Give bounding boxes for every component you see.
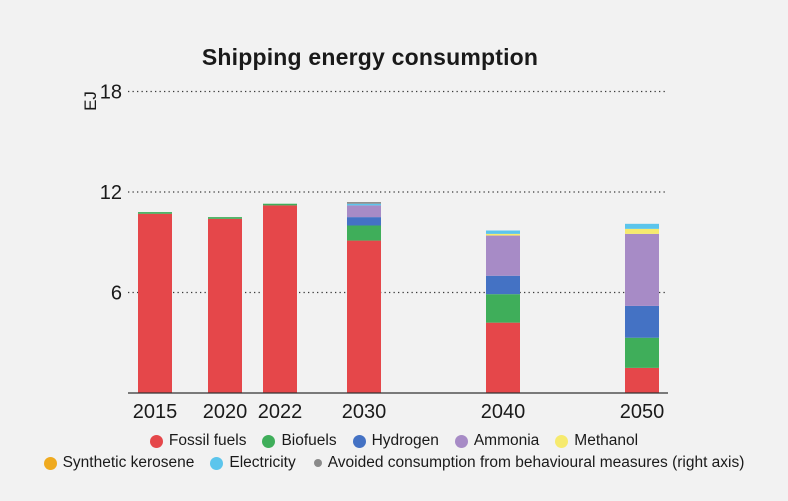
- bar-2050-methanol: [625, 228, 659, 234]
- x-tick-label: 2015: [133, 401, 178, 423]
- legend-swatch: [210, 456, 224, 470]
- bar-2020-fossil-fuels: [208, 218, 242, 393]
- bar-2040-electricity: [486, 230, 520, 234]
- bar-2020-biofuels: [208, 217, 242, 219]
- legend-row-2: Synthetic kerosene Electricity Avoided con…: [0, 454, 788, 472]
- legend-item: Ammonia: [454, 432, 540, 450]
- bar-2040-biofuels: [486, 294, 520, 323]
- legend-swatch: [262, 434, 276, 448]
- legend-label: Fossil fuels: [168, 432, 247, 449]
- bar-2050-hydrogen: [625, 305, 659, 338]
- bar-2030-ammonia: [347, 205, 381, 218]
- bar-2050-ammonia: [625, 233, 659, 306]
- bar-2040-hydrogen: [486, 275, 520, 295]
- legend-item: Fossil fuels: [149, 432, 247, 450]
- bar-2030-hydrogen: [347, 217, 381, 226]
- bar-2040-fossil-fuels: [486, 322, 520, 393]
- x-tick-label: 2022: [258, 401, 303, 423]
- legend-item: Hydrogen: [352, 432, 439, 450]
- legend-swatch: [43, 456, 57, 470]
- bar-2050-electricity: [625, 223, 659, 229]
- legend-label: Electricity: [229, 454, 296, 471]
- bar-2015-fossil-fuels: [138, 213, 172, 393]
- legend-label: Ammonia: [473, 432, 540, 449]
- bar-2022-biofuels: [263, 203, 297, 206]
- bar-2040-methanol: [486, 233, 520, 236]
- legend-label: Biofuels: [281, 432, 337, 449]
- x-tick-label: 2030: [342, 401, 387, 423]
- legend-label: Methanol: [574, 432, 639, 449]
- legend-swatch: [352, 434, 366, 448]
- x-tick-label: 2050: [620, 401, 665, 423]
- bars: [138, 202, 659, 393]
- legend-swatch: [313, 459, 322, 467]
- legend-label: Avoided consumption from behavioural mea…: [327, 454, 745, 471]
- bar-2050-biofuels: [625, 337, 659, 368]
- bar-2030-electricity: [347, 203, 381, 206]
- bar-2030-fossil-fuels: [347, 240, 381, 393]
- y-tick-label: 12: [100, 182, 122, 204]
- bar-2030-biofuels: [347, 225, 381, 241]
- bar-2030-avoided-consumption-from-behavioural-measures-right-axis-: [347, 202, 381, 204]
- legend-item: Biofuels: [262, 432, 337, 450]
- legend-swatch: [555, 434, 569, 448]
- legend-label: Hydrogen: [371, 432, 439, 449]
- bar-2040-ammonia: [486, 235, 520, 276]
- bar-2015-biofuels: [138, 212, 172, 214]
- legend-item: Methanol: [555, 432, 638, 450]
- bar-2022-fossil-fuels: [263, 205, 297, 393]
- x-tick-label: 2040: [481, 401, 526, 423]
- legend-swatch: [454, 434, 468, 448]
- legend-swatch: [149, 434, 163, 448]
- y-tick-label: 6: [111, 283, 122, 305]
- legend-row-1: Fossil fuels Biofuels Hydrogen Ammonia Metha…: [0, 432, 788, 450]
- x-tick-label: 2020: [203, 401, 248, 423]
- legend-item: Avoided consumption from behavioural mea…: [312, 454, 745, 472]
- chart-title: Shipping energy consumption: [201, 44, 539, 70]
- legend-label: Synthetic kerosene: [62, 454, 195, 471]
- legend-item: Synthetic kerosene: [43, 454, 195, 472]
- legend-item: Electricity: [210, 454, 296, 472]
- bar-2050-fossil-fuels: [625, 367, 659, 393]
- y-tick-label: 18: [100, 82, 122, 104]
- y-axis-label: EJ: [81, 91, 100, 111]
